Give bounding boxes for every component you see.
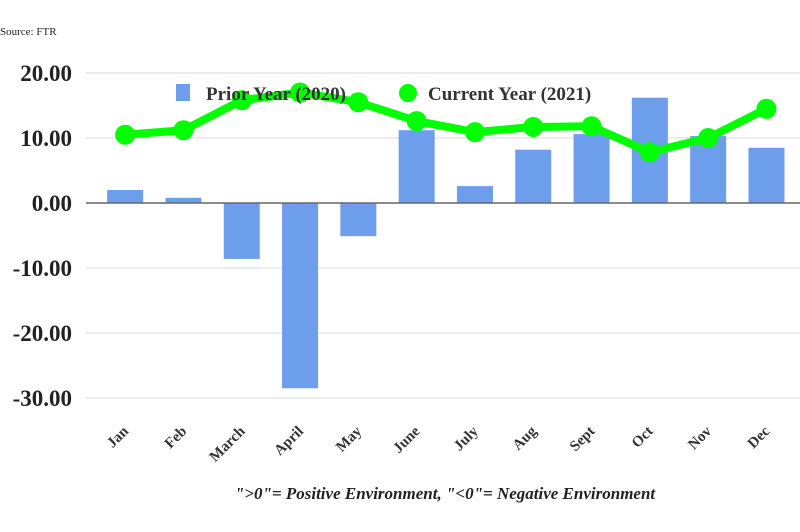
x-tick-label: April (271, 424, 306, 459)
x-tick-label: Oct (629, 424, 657, 452)
x-tick-label: March (207, 423, 249, 465)
point-sept (581, 116, 602, 137)
y-tick-label: -10.00 (13, 256, 72, 281)
point-nov (698, 128, 719, 148)
point-jan (115, 124, 136, 145)
bar-april (282, 203, 319, 389)
x-tick-label: May (333, 423, 365, 455)
bar-may (340, 203, 377, 237)
bar-feb (165, 197, 202, 203)
x-tick-label: July (451, 423, 482, 454)
bar-aug (515, 149, 552, 203)
x-tick-label: Feb (162, 424, 190, 452)
point-april (290, 82, 311, 103)
bar-dec (748, 147, 785, 203)
point-march (231, 90, 252, 111)
bar-july (456, 186, 493, 203)
legend-swatch-current (399, 84, 417, 102)
bar-march (223, 203, 260, 259)
x-tick-label: Sept (567, 424, 598, 455)
bar-june (398, 130, 435, 203)
bar-jan (107, 190, 144, 203)
x-tick-label: Nov (685, 423, 715, 453)
point-may (348, 92, 369, 113)
y-tick-label: -30.00 (13, 386, 72, 411)
y-tick-label: -20.00 (13, 321, 72, 346)
point-june (406, 111, 427, 132)
legend-swatch-prior (176, 84, 190, 101)
x-tick-label: Aug (510, 423, 541, 454)
point-july (464, 122, 485, 143)
y-tick-label: 10.00 (20, 126, 72, 151)
point-oct (639, 142, 660, 163)
y-tick-label: 0.00 (32, 191, 72, 216)
point-feb (173, 120, 194, 141)
chart: 20.00 10.00 0.00 -10.00 -20.00 -30.00 Jan Feb Ma… (13, 61, 800, 465)
y-tick-label: 20.00 (20, 61, 72, 86)
x-tick-label: June (390, 423, 423, 456)
legend-label-prior: Prior Year (2020) (206, 84, 346, 105)
footnote: ">0"= Positive Environment, "<0"= Negati… (234, 484, 656, 503)
bar-sept (573, 134, 610, 203)
current-year-line (124, 88, 769, 157)
point-dec (756, 98, 777, 119)
point-aug (523, 116, 544, 137)
source-label: Source: FTR (0, 26, 57, 38)
x-tick-label: Dec (745, 423, 774, 452)
x-tick-label: Jan (104, 423, 132, 451)
legend-label-current: Current Year (2021) (428, 84, 591, 105)
